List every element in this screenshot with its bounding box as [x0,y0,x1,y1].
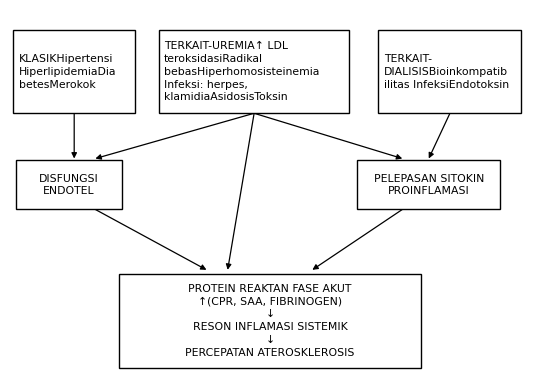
Bar [159,30,349,113]
Bar [119,274,421,368]
Bar [379,30,522,113]
Text: KLASIKHipertensi
HiperlipidemiaDia
betesMerokok: KLASIKHipertensi HiperlipidemiaDia betes… [18,54,116,90]
Text: TERKAIT-
DIALISISBioinkompatib
ilitas InfeksiEndotoksin: TERKAIT- DIALISISBioinkompatib ilitas In… [384,54,509,90]
Text: PELEPASAN SITOKIN
PROINFLAMASI: PELEPASAN SITOKIN PROINFLAMASI [374,174,484,196]
Bar [14,30,135,113]
Text: TERKAIT-UREMIA↑ LDL
teroksidasiRadikal
bebasHiperhomosisteinemia
Infeksi: herpes: TERKAIT-UREMIA↑ LDL teroksidasiRadikal b… [164,41,320,102]
Bar [357,161,500,209]
Bar [16,161,122,209]
Text: DISFUNGSI
ENDOTEL: DISFUNGSI ENDOTEL [39,174,99,196]
Text: PROTEIN REAKTAN FASE AKUT
↑(CPR, SAA, FIBRINOGEN)
↓
RESON INFLAMASI SISTEMIK
↓
P: PROTEIN REAKTAN FASE AKUT ↑(CPR, SAA, FI… [185,284,355,358]
